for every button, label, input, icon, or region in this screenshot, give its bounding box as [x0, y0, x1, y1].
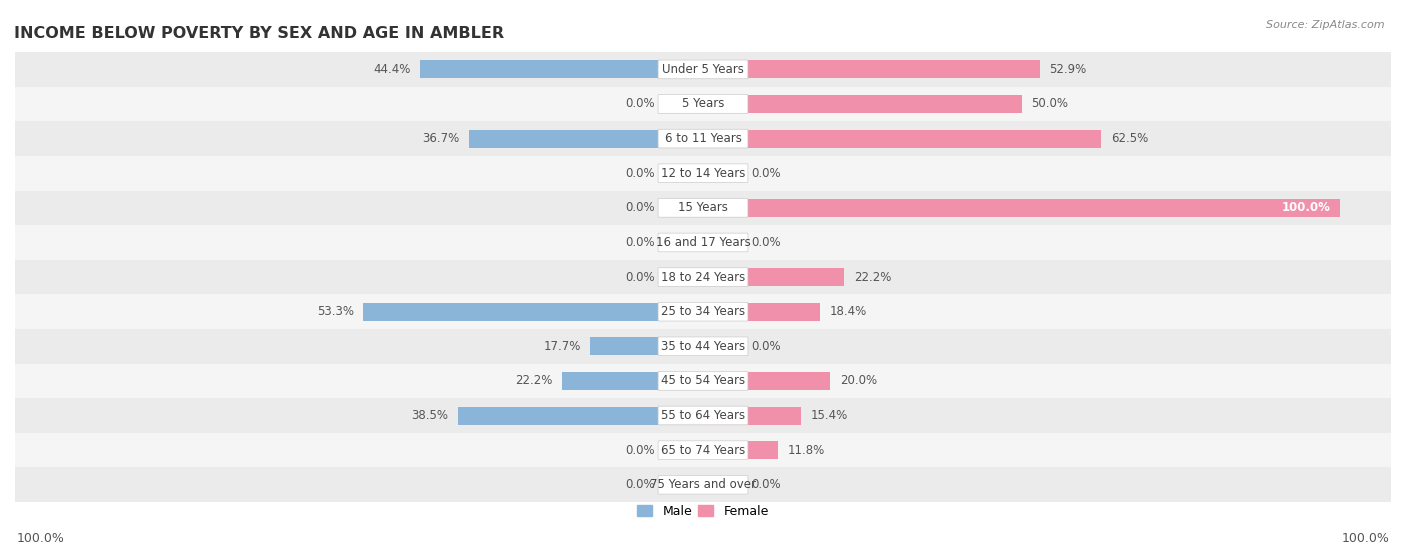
Text: 0.0%: 0.0% — [751, 479, 780, 491]
FancyBboxPatch shape — [658, 94, 748, 113]
Bar — [703, 130, 1101, 148]
Bar — [3, 52, 1403, 87]
Bar — [703, 164, 741, 182]
FancyBboxPatch shape — [658, 268, 748, 286]
Text: 22.2%: 22.2% — [515, 375, 553, 387]
Bar — [665, 164, 703, 182]
FancyBboxPatch shape — [658, 60, 748, 79]
Text: 55 to 64 Years: 55 to 64 Years — [661, 409, 745, 422]
Bar — [3, 121, 1403, 156]
Bar — [458, 406, 703, 424]
Bar — [591, 337, 703, 356]
Bar — [3, 191, 1403, 225]
Text: 100.0%: 100.0% — [1282, 201, 1330, 214]
Bar — [703, 337, 741, 356]
Bar — [703, 476, 741, 494]
Bar — [665, 268, 703, 286]
Bar — [3, 398, 1403, 433]
Text: 0.0%: 0.0% — [626, 236, 655, 249]
Bar — [3, 225, 1403, 260]
Text: Under 5 Years: Under 5 Years — [662, 63, 744, 76]
Text: 16 and 17 Years: 16 and 17 Years — [655, 236, 751, 249]
Bar — [703, 95, 1022, 113]
Bar — [703, 234, 741, 252]
Bar — [665, 234, 703, 252]
Bar — [3, 433, 1403, 467]
Text: 0.0%: 0.0% — [751, 236, 780, 249]
Text: 6 to 11 Years: 6 to 11 Years — [665, 132, 741, 145]
Text: 62.5%: 62.5% — [1111, 132, 1147, 145]
Text: 18 to 24 Years: 18 to 24 Years — [661, 271, 745, 283]
Bar — [3, 467, 1403, 502]
Text: 0.0%: 0.0% — [626, 167, 655, 180]
Text: 15 Years: 15 Years — [678, 201, 728, 214]
FancyBboxPatch shape — [658, 372, 748, 390]
Bar — [665, 199, 703, 217]
FancyBboxPatch shape — [658, 337, 748, 356]
Text: 36.7%: 36.7% — [422, 132, 460, 145]
FancyBboxPatch shape — [658, 475, 748, 494]
Bar — [3, 329, 1403, 363]
Text: 25 to 34 Years: 25 to 34 Years — [661, 305, 745, 318]
Bar — [703, 302, 820, 321]
Bar — [3, 260, 1403, 295]
FancyBboxPatch shape — [658, 164, 748, 183]
Text: 0.0%: 0.0% — [626, 201, 655, 214]
Text: Source: ZipAtlas.com: Source: ZipAtlas.com — [1267, 20, 1385, 30]
Bar — [561, 372, 703, 390]
Text: 12 to 14 Years: 12 to 14 Years — [661, 167, 745, 180]
Text: 100.0%: 100.0% — [17, 532, 65, 545]
Bar — [703, 60, 1040, 78]
Bar — [364, 302, 703, 321]
Text: 45 to 54 Years: 45 to 54 Years — [661, 375, 745, 387]
Bar — [3, 87, 1403, 121]
Text: 0.0%: 0.0% — [626, 97, 655, 111]
Text: 18.4%: 18.4% — [830, 305, 868, 318]
FancyBboxPatch shape — [658, 129, 748, 148]
Text: 5 Years: 5 Years — [682, 97, 724, 111]
Text: 50.0%: 50.0% — [1031, 97, 1069, 111]
Text: 38.5%: 38.5% — [411, 409, 449, 422]
Text: 0.0%: 0.0% — [626, 271, 655, 283]
Text: 53.3%: 53.3% — [316, 305, 354, 318]
Text: 75 Years and over: 75 Years and over — [650, 479, 756, 491]
FancyBboxPatch shape — [658, 406, 748, 425]
Text: 65 to 74 Years: 65 to 74 Years — [661, 444, 745, 457]
Bar — [470, 130, 703, 148]
Legend: Male, Female: Male, Female — [633, 500, 773, 523]
Bar — [703, 268, 845, 286]
Text: 17.7%: 17.7% — [543, 340, 581, 353]
Bar — [3, 156, 1403, 191]
Bar — [665, 476, 703, 494]
FancyBboxPatch shape — [658, 198, 748, 217]
Text: 0.0%: 0.0% — [626, 479, 655, 491]
Text: 100.0%: 100.0% — [1341, 532, 1389, 545]
Bar — [420, 60, 703, 78]
Text: 22.2%: 22.2% — [853, 271, 891, 283]
Bar — [665, 441, 703, 459]
Bar — [703, 406, 801, 424]
Text: 20.0%: 20.0% — [839, 375, 877, 387]
Bar — [3, 295, 1403, 329]
Text: INCOME BELOW POVERTY BY SEX AND AGE IN AMBLER: INCOME BELOW POVERTY BY SEX AND AGE IN A… — [14, 26, 503, 41]
Text: 44.4%: 44.4% — [373, 63, 411, 76]
FancyBboxPatch shape — [658, 302, 748, 321]
FancyBboxPatch shape — [658, 441, 748, 459]
Bar — [665, 95, 703, 113]
Text: 0.0%: 0.0% — [751, 167, 780, 180]
Text: 52.9%: 52.9% — [1049, 63, 1087, 76]
Bar — [703, 441, 778, 459]
Text: 0.0%: 0.0% — [751, 340, 780, 353]
Text: 0.0%: 0.0% — [626, 444, 655, 457]
FancyBboxPatch shape — [658, 233, 748, 252]
Text: 35 to 44 Years: 35 to 44 Years — [661, 340, 745, 353]
Bar — [703, 199, 1340, 217]
Text: 15.4%: 15.4% — [811, 409, 848, 422]
Text: 11.8%: 11.8% — [787, 444, 825, 457]
Bar — [703, 372, 831, 390]
Bar — [3, 363, 1403, 398]
